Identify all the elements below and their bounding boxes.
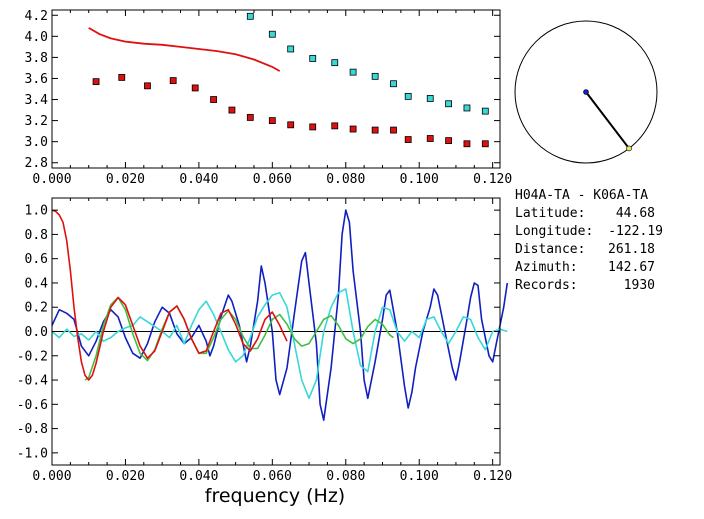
x-tick-label: 0.120 bbox=[473, 469, 512, 484]
marker-cyan-4 bbox=[331, 59, 339, 67]
marker-red-5 bbox=[210, 96, 217, 103]
marker-cyan-6 bbox=[371, 72, 379, 80]
series-line-red-3 bbox=[51, 209, 288, 381]
marker-cyan-0 bbox=[246, 12, 254, 20]
y-tick-label: 4.2 bbox=[25, 9, 48, 24]
marker-red-3 bbox=[169, 77, 177, 84]
marker-red-2 bbox=[144, 82, 151, 90]
distance-value: 261.18 bbox=[608, 242, 655, 257]
x-tick-label: 0.000 bbox=[32, 172, 71, 187]
azimuth-value: 142.67 bbox=[608, 260, 655, 275]
latitude-label: Latitude: bbox=[515, 206, 585, 221]
marker-red-0 bbox=[92, 78, 100, 86]
x-tick-label: 0.060 bbox=[253, 469, 292, 484]
y-tick-label: -0.6 bbox=[17, 398, 48, 413]
longitude-value: -122.19 bbox=[608, 224, 663, 239]
x-axis-title: frequency (Hz) bbox=[205, 485, 345, 507]
y-tick-label: 0.6 bbox=[25, 252, 48, 267]
x-tick-label: 0.100 bbox=[400, 469, 439, 484]
plot-frame bbox=[51, 9, 501, 169]
series-line-cyan-1 bbox=[51, 288, 508, 400]
marker-red-15 bbox=[404, 136, 412, 143]
x-tick-label: 0.100 bbox=[400, 172, 439, 187]
marker-red-10 bbox=[309, 123, 317, 131]
y-tick-label: -0.8 bbox=[17, 422, 48, 437]
series-line-red-0 bbox=[88, 27, 281, 72]
marker-cyan-2 bbox=[287, 45, 295, 53]
records-value: 1930 bbox=[624, 278, 655, 293]
x-tick-label: 0.080 bbox=[326, 172, 365, 187]
x-tick-label: 0.040 bbox=[179, 172, 218, 187]
y-tick-label: 3.0 bbox=[25, 135, 48, 150]
marker-red-8 bbox=[268, 117, 276, 124]
marker-red-14 bbox=[390, 126, 397, 134]
latitude-value: 44.68 bbox=[616, 206, 655, 221]
x-tick-label: 0.020 bbox=[106, 172, 145, 187]
marker-red-6 bbox=[228, 106, 236, 114]
marker-red-11 bbox=[331, 122, 339, 130]
azimuth-label: Azimuth: bbox=[515, 260, 578, 275]
records-label: Records: bbox=[515, 278, 578, 293]
marker-red-7 bbox=[246, 114, 254, 121]
y-tick-label: 0.2 bbox=[25, 301, 48, 316]
y-tick-label: 3.4 bbox=[25, 93, 49, 108]
y-tick-label: 0.0 bbox=[25, 325, 48, 340]
y-tick-label: 3.6 bbox=[25, 72, 48, 87]
dispersion-chart: 0.000 0.020 0.040 0.060 0.080 0.100 0.120 2.8 3.… bbox=[25, 9, 513, 187]
x-tick-label: 0.120 bbox=[473, 172, 512, 187]
marker-red-16 bbox=[426, 135, 434, 142]
azimuth-line bbox=[585, 91, 630, 150]
y-tick-label: 3.8 bbox=[25, 51, 48, 66]
marker-cyan-10 bbox=[445, 100, 452, 108]
y-tick-label: -1.0 bbox=[17, 446, 48, 461]
y-tick-label: 4.0 bbox=[25, 30, 48, 45]
compass-circle bbox=[514, 20, 658, 164]
marker-cyan-5 bbox=[349, 68, 357, 76]
marker-cyan-11 bbox=[463, 104, 471, 112]
receiver-station-dot bbox=[626, 145, 632, 152]
marker-cyan-12 bbox=[481, 107, 489, 115]
series-line-green-2 bbox=[84, 296, 394, 381]
y-tick-label: -0.4 bbox=[17, 374, 48, 389]
distance-label: Distance: bbox=[515, 242, 585, 257]
y-tick-label: 3.2 bbox=[25, 114, 48, 129]
marker-cyan-8 bbox=[404, 92, 412, 100]
y-tick-label: 2.8 bbox=[25, 156, 48, 171]
marker-red-9 bbox=[287, 121, 295, 129]
spectrum-chart: 0.000 0.020 0.040 0.060 0.080 0.100 0.120 1.0 0.… bbox=[17, 197, 512, 484]
marker-red-18 bbox=[463, 140, 471, 148]
x-tick-label: 0.000 bbox=[32, 469, 71, 484]
y-tick-label: -0.2 bbox=[17, 349, 48, 364]
marker-red-19 bbox=[481, 140, 489, 148]
marker-cyan-1 bbox=[268, 30, 276, 38]
series-line-blue-0 bbox=[51, 209, 509, 421]
marker-cyan-9 bbox=[426, 95, 434, 102]
azimuth-compass bbox=[514, 20, 658, 164]
longitude-label: Longitude: bbox=[515, 224, 593, 239]
station-info-panel: H04A-TA - K06A-TA Latitude: 44.68 Longit… bbox=[515, 188, 663, 293]
marker-cyan-7 bbox=[390, 80, 397, 88]
x-tick-label: 0.020 bbox=[106, 469, 145, 484]
y-tick-label: 0.4 bbox=[25, 276, 49, 291]
x-tick-label: 0.060 bbox=[253, 172, 292, 187]
marker-cyan-3 bbox=[309, 55, 317, 62]
source-station-dot bbox=[583, 89, 589, 95]
marker-red-13 bbox=[371, 126, 379, 134]
y-tick-label: 1.0 bbox=[25, 204, 48, 219]
marker-red-4 bbox=[191, 84, 199, 92]
station-pair: H04A-TA - K06A-TA bbox=[515, 188, 648, 203]
marker-red-12 bbox=[349, 125, 357, 133]
x-tick-label: 0.040 bbox=[179, 469, 218, 484]
marker-red-17 bbox=[445, 137, 452, 145]
x-tick-label: 0.080 bbox=[326, 469, 365, 484]
marker-red-1 bbox=[118, 74, 126, 81]
y-tick-label: 0.8 bbox=[25, 228, 48, 243]
